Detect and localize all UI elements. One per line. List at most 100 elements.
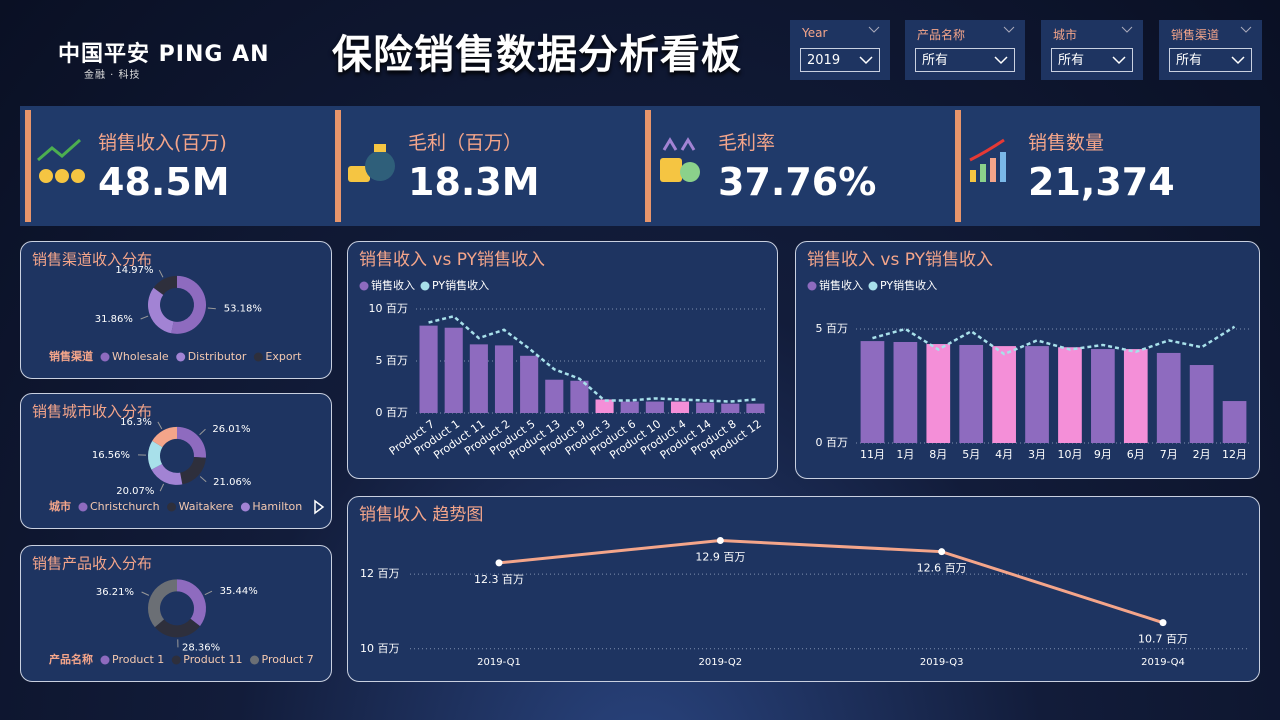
- leader-line: [199, 428, 206, 436]
- donut-label: 26.01%: [212, 424, 250, 435]
- donut-label: 53.18%: [224, 304, 262, 315]
- kpi-value: 37.76%: [718, 160, 877, 204]
- donut-slice: [148, 440, 163, 470]
- legend-swatch: [100, 352, 110, 362]
- x-tick-label: 7月: [1160, 448, 1178, 461]
- x-tick-label: 2月: [1193, 448, 1211, 461]
- legend-swatch: [420, 281, 430, 291]
- legend-label: Wholesale: [112, 350, 169, 363]
- leader-line: [207, 307, 216, 310]
- leader-line: [141, 591, 150, 596]
- filter-dropdown[interactable]: 所有: [1051, 48, 1133, 72]
- kpi-icon: [969, 138, 1006, 182]
- legend-swatch: [807, 281, 817, 291]
- bar: [444, 327, 463, 413]
- kpi-value: 21,374: [1028, 160, 1175, 204]
- donut-slice: [180, 457, 206, 485]
- legend-label: Distributor: [188, 350, 247, 363]
- bar1: [970, 170, 976, 182]
- filter-caret: [1003, 22, 1015, 39]
- legend-swatch: [253, 352, 263, 362]
- bar: [926, 344, 951, 443]
- coin: [71, 169, 85, 183]
- kpi-bar: 销售收入(百万) 48.5M 毛利（百万） 18.3M 毛利率 37.76% 销售数量 21,…: [20, 106, 1260, 226]
- chart-title: 销售收入 vs PY销售收入: [359, 250, 545, 270]
- x-tick-label: 2019-Q1: [477, 657, 521, 668]
- chart-title: 销售渠道收入分布: [32, 251, 152, 269]
- chart-title: 销售收入 趋势图: [359, 505, 483, 525]
- coins: [348, 166, 370, 182]
- y-tick-label: 0 百万: [816, 436, 849, 449]
- chart-title: 销售城市收入分布: [32, 403, 152, 421]
- point: [716, 536, 724, 544]
- x-tick-label: 4月: [995, 448, 1013, 461]
- filter-caret: [1240, 22, 1252, 39]
- bar: [494, 345, 514, 413]
- coin: [39, 169, 53, 183]
- bar: [670, 401, 690, 413]
- bar: [595, 399, 614, 413]
- kpi-card: 毛利率 37.76%: [640, 106, 950, 226]
- bar: [1025, 346, 1049, 443]
- x-tick-label: 12月: [1222, 448, 1247, 461]
- bar: [570, 380, 589, 413]
- legend-label: PY销售收入: [880, 278, 937, 292]
- chart-title: 销售收入 vs PY销售收入: [807, 250, 993, 270]
- filter-dropdown[interactable]: 所有: [915, 48, 1015, 72]
- donut-slice: [177, 426, 206, 458]
- donut-label: 31.86%: [95, 314, 133, 325]
- bar: [696, 402, 715, 413]
- legend-swatch: [176, 352, 186, 362]
- arrow: [1231, 56, 1245, 65]
- kpi-label: 销售数量: [1028, 132, 1105, 154]
- filter-dropdown[interactable]: 所有: [1169, 48, 1252, 72]
- data-label: 12.6 百万: [917, 562, 967, 575]
- filter-dropdown[interactable]: 2019: [800, 48, 880, 72]
- chart-svg: 销售产品收入分布 35.44% 28.36% 36.21% 产品名称 Product 1 P…: [32, 555, 314, 667]
- bag: [365, 151, 395, 181]
- leader-line: [204, 590, 213, 596]
- coin: [55, 169, 69, 183]
- legend-title: 销售渠道: [49, 349, 93, 363]
- kpi-icon: [660, 137, 700, 182]
- chart-panel: 销售收入 vs PY销售收入 销售收入 PY销售收入 0 百万 5 百万 11月 1月 8月 5…: [795, 241, 1260, 479]
- dropdown-arrow: [1231, 56, 1245, 65]
- bar: [620, 401, 639, 413]
- chart-panel: 销售城市收入分布 26.01% 21.06% 20.07% 16.56% 16.3% 城市 C…: [20, 393, 332, 529]
- bar: [746, 403, 765, 413]
- data-label: 12.9 百万: [695, 550, 745, 563]
- point: [938, 548, 946, 556]
- py-line: [872, 325, 1236, 356]
- kpi-accent: [25, 110, 31, 222]
- filter-value: 所有: [1058, 53, 1085, 68]
- dropdown-arrow: [994, 56, 1008, 65]
- kpi-value: 18.3M: [408, 160, 540, 204]
- kpi-accent: [645, 110, 651, 222]
- x-tick-label: 8月: [929, 448, 947, 461]
- bar: [1189, 365, 1214, 443]
- x-tick-label: 2019-Q4: [1141, 657, 1185, 668]
- x-tick-label: 6月: [1127, 448, 1145, 461]
- y-tick-label: 10 百万: [369, 302, 409, 315]
- kpi-label: 销售收入(百万): [98, 132, 227, 154]
- chart-svg: 销售收入 趋势图 10 百万 12 百万 12.3 百万 2019-Q1 12.9 百万 2…: [359, 505, 1247, 668]
- arrow: [994, 56, 1008, 65]
- legend-label: 销售收入: [819, 278, 863, 292]
- legend-label: Hamilton: [252, 500, 302, 513]
- bar: [1058, 347, 1082, 443]
- legend-label: Product 11: [183, 653, 242, 666]
- leader-line: [159, 483, 165, 492]
- chart-panel: 销售渠道收入分布 53.18% 31.86% 14.97% 销售渠道 Wholesale D…: [20, 241, 332, 379]
- donut-slice: [171, 275, 207, 334]
- leader-line: [157, 421, 163, 430]
- donut-label: 16.3%: [120, 417, 152, 428]
- point: [1159, 619, 1167, 627]
- bar3: [990, 158, 996, 182]
- y-tick-label: 10 百万: [360, 642, 400, 655]
- donut-label: 21.06%: [213, 477, 251, 488]
- donut-label: 16.56%: [92, 450, 130, 461]
- x-tick-label: 9月: [1094, 448, 1112, 461]
- x-tick-label: 10月: [1057, 448, 1082, 461]
- data-label: 12.3 百万: [474, 573, 524, 586]
